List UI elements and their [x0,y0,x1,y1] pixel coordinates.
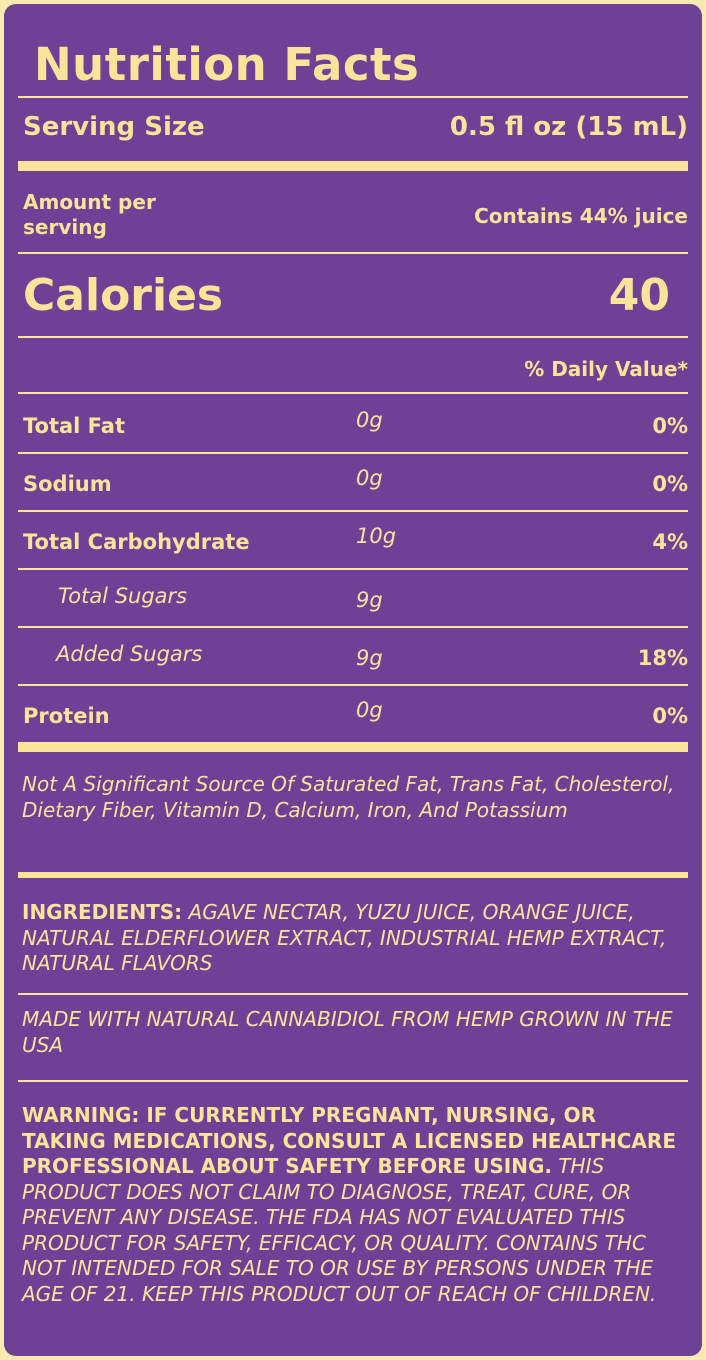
warning-italic-text: THIS PRODUCT DOES NOT CLAIM TO DIAGNOSE,… [22,1154,657,1306]
divider [18,684,688,686]
amount-per-serving: Amount per serving [23,190,156,239]
ingredients-list: AGAVE NECTAR, YUZU JUICE, ORANGE JUICE, … [22,900,667,975]
nutrient-row-added-sugars: Added Sugars 9g 18% [18,642,688,670]
nutrient-amount: 9g [356,646,383,670]
divider [18,96,688,98]
nutrient-daily-value: 0% [652,472,688,496]
thick-divider [18,872,688,878]
made-with-statement: MADE WITH NATURAL CANNABIDIOL FROM HEMP … [22,1007,673,1057]
nutrient-name: Added Sugars [56,642,203,666]
nutrient-amount: 0g [356,466,383,490]
nutrient-amount: 9g [356,588,383,612]
nutrient-row-total-carbohydrate: Total Carbohydrate 10g 4% [18,524,688,554]
nutrient-amount: 10g [356,524,397,548]
divider [18,392,688,394]
nutrient-daily-value: 4% [652,530,688,554]
thick-divider [18,161,688,171]
nutrient-row-total-fat: Total Fat 0g 0% [18,408,688,438]
divider [18,626,688,628]
label-title: Nutrition Facts [34,38,420,91]
warning-statement: WARNING: IF CURRENTLY PREGNANT, NURSING,… [22,1103,684,1307]
nutrient-name: Protein [23,704,110,728]
nutrient-name: Total Carbohydrate [23,530,250,554]
warning-bold-text: WARNING: IF CURRENTLY PREGNANT, NURSING,… [22,1103,676,1178]
divider [18,452,688,454]
thick-divider [18,742,688,752]
nutrient-row-total-sugars: Total Sugars 9g [18,584,688,612]
nutrient-daily-value: 0% [652,704,688,728]
ingredients-statement: INGREDIENTS: AGAVE NECTAR, YUZU JUICE, O… [22,900,684,977]
divider [18,510,688,512]
serving-size-label: Serving Size [23,112,205,142]
divider [18,568,688,570]
nutrient-name: Total Fat [23,414,126,438]
ingredients-label: INGREDIENTS: [22,900,183,924]
not-significant-statement: Not A Significant Source Of Saturated Fa… [22,772,675,822]
nutrient-amount: 0g [356,408,383,432]
divider [18,252,688,254]
nutrient-row-sodium: Sodium 0g 0% [18,466,688,496]
nutrient-name: Sodium [23,472,112,496]
juice-content: Contains 44% juice [474,204,688,228]
daily-value-header: % Daily Value* [524,357,688,381]
nutrition-label: Nutrition Facts Serving Size 0.5 fl oz (… [4,4,702,1356]
nutrient-row-protein: Protein 0g 0% [18,698,688,728]
nutrient-amount: 0g [356,698,383,722]
calories-value: 40 [608,270,670,321]
divider [18,336,688,338]
nutrient-daily-value: 0% [652,414,688,438]
divider [18,1080,688,1082]
nutrient-name: Total Sugars [58,584,188,608]
divider [18,993,688,995]
serving-size-value: 0.5 fl oz (15 mL) [449,112,688,142]
calories-label: Calories [23,270,224,321]
nutrient-daily-value: 18% [637,646,688,670]
